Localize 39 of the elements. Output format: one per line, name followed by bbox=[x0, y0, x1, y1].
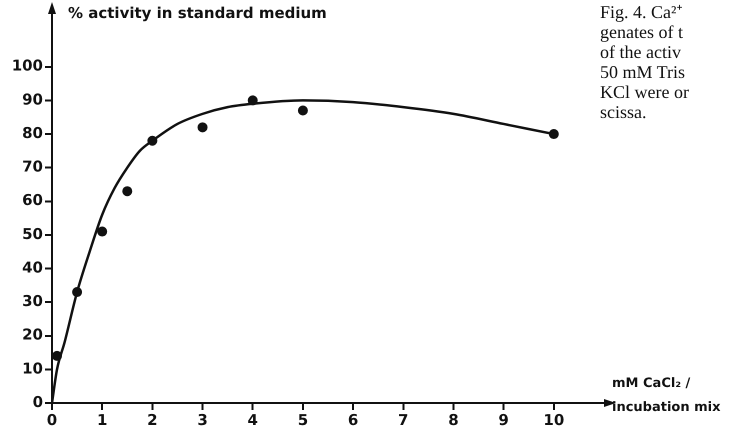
annotation: 50 mM Tris bbox=[600, 62, 686, 82]
point bbox=[52, 350, 62, 361]
annotation: genates of t bbox=[600, 22, 684, 42]
y-tick-label: 100 bbox=[12, 56, 43, 75]
y-tick-label: 0 bbox=[32, 392, 43, 411]
x-tick-label: 5 bbox=[298, 410, 308, 429]
x-tick-label: 8 bbox=[448, 410, 459, 429]
y-tick-label: 20 bbox=[22, 326, 43, 344]
point bbox=[298, 106, 308, 116]
point bbox=[147, 136, 158, 146]
y-tick-label: 70 bbox=[22, 158, 43, 176]
x-tick-label: 3 bbox=[197, 410, 208, 429]
x-tick-label: 4 bbox=[248, 410, 258, 429]
x-tick-label: 0 bbox=[46, 410, 58, 429]
x-tick-label: 6 bbox=[348, 410, 358, 429]
annotation: scissa. bbox=[600, 102, 648, 122]
y-tick-label: 30 bbox=[22, 292, 43, 310]
y-axis-title: % activity in standard medium bbox=[68, 4, 327, 22]
annotation: Fig. 4. Ca²⁺ bbox=[600, 2, 684, 22]
point bbox=[248, 95, 258, 106]
x-tick-label: 1 bbox=[96, 410, 108, 429]
y-tick-label: 40 bbox=[22, 258, 43, 276]
annotation: of the activ bbox=[600, 42, 682, 62]
y-tick-label: 80 bbox=[22, 124, 43, 142]
y-tick-label: 10 bbox=[22, 359, 43, 378]
point bbox=[198, 122, 208, 132]
point bbox=[97, 226, 108, 237]
point bbox=[548, 129, 559, 140]
annotation: KCl were or bbox=[600, 82, 689, 102]
x-axis-title: mM CaCl₂ / incubation mix bbox=[612, 375, 722, 417]
x-tick-label: 9 bbox=[498, 410, 509, 429]
y-tick-label: 90 bbox=[22, 90, 43, 108]
point bbox=[122, 186, 132, 196]
x-tick-label: 2 bbox=[147, 410, 158, 429]
x-tick-label: 10 bbox=[543, 410, 564, 429]
y-tick-label: 60 bbox=[22, 191, 43, 210]
x-tick-label: 7 bbox=[398, 410, 408, 429]
point bbox=[72, 287, 82, 298]
y-tick-label: 50 bbox=[22, 224, 43, 243]
